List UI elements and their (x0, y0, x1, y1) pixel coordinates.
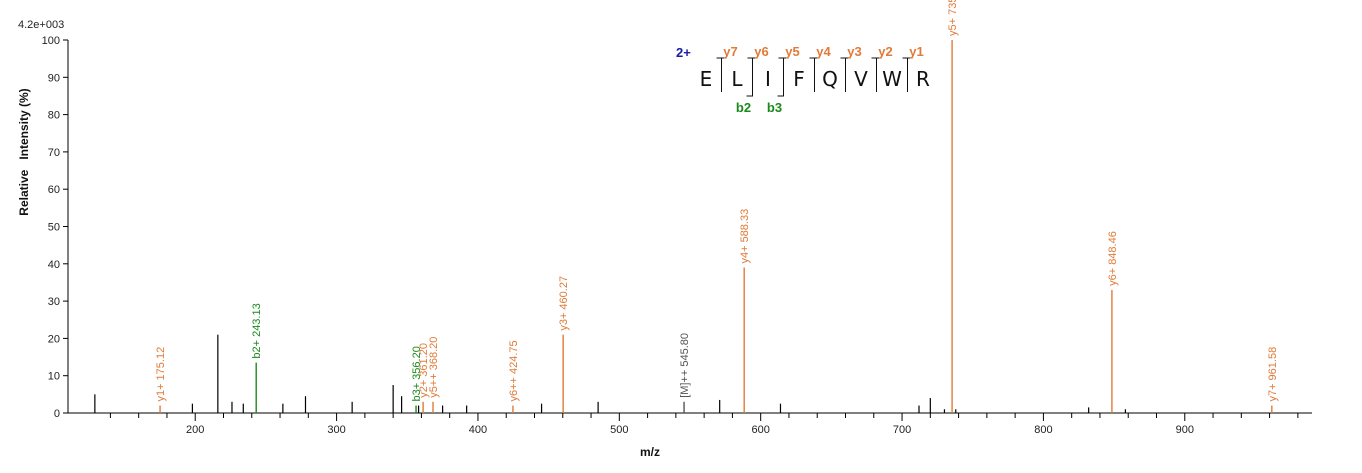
sequence-residue: F (793, 67, 805, 91)
intensity-scale-label: 4.2e+003 (18, 19, 64, 31)
unassigned-peaks (94, 334, 1127, 413)
y-ion-label: y2 (878, 44, 892, 59)
x-axis-title: m/z (640, 445, 660, 459)
y-ion-label: y5 (785, 44, 799, 59)
b-ion-bracket (777, 68, 784, 97)
x-tick-label: 300 (327, 424, 345, 436)
x-tick-label: 500 (610, 424, 628, 436)
x-tick-label: 600 (752, 424, 770, 436)
charge-label: 2+ (676, 45, 691, 60)
sequence-residue: V (854, 67, 868, 91)
sequence-residue: R (916, 67, 930, 91)
y-tick-label: 100 (42, 35, 60, 47)
y-tick-label: 80 (48, 110, 60, 122)
y-tick-label: 50 (48, 222, 60, 234)
peak-label: y6++ 424.75 (508, 340, 520, 401)
y-tick-label: 20 (48, 333, 60, 345)
sequence-fragment-map: 2+ E L I F Q V W Ry7 y6 y5 y4 y3 y2 y1 b2 b3 (676, 44, 930, 115)
y-ion-label: y6 (754, 44, 768, 59)
y-ion-bracket (871, 57, 882, 92)
y-ion-label: y7 (723, 44, 737, 59)
sequence-residue: I (765, 67, 771, 91)
sequence-residue: Q (822, 67, 838, 91)
peak-label: y6+ 848.46 (1107, 231, 1119, 286)
x-tick-label: 200 (186, 424, 204, 436)
x-tick-label: 900 (1176, 424, 1194, 436)
y-ion-bracket (809, 57, 820, 92)
x-tick-label: 400 (469, 424, 487, 436)
y-tick-label: 70 (48, 147, 60, 159)
b-ion-label: b2 (736, 100, 751, 115)
y-tick-label: 90 (48, 72, 60, 84)
x-axis: 200 300 400 500 600 700 800 900 (68, 412, 1312, 436)
y-ion-label: y3 (847, 44, 861, 59)
peak-label: y1+ 175.12 (155, 347, 167, 402)
y-axis-title: Relative Intensity (%) (17, 88, 31, 215)
sequence-residue: W (882, 67, 902, 91)
x-tick-label: 800 (1034, 424, 1052, 436)
y-ion-label: y4 (816, 44, 831, 59)
peak-label: y7+ 961.58 (1267, 347, 1279, 402)
peak-label: y3+ 460.27 (558, 276, 570, 331)
y-ion-bracket (840, 57, 851, 92)
y-tick-label: 40 (48, 259, 60, 271)
y-ion-bracket (716, 57, 727, 92)
b-ion-label: b3 (767, 100, 782, 115)
peak-label: y4+ 588.33 (739, 209, 751, 264)
sequence-residue: L (731, 67, 743, 91)
y-tick-label: 30 (48, 296, 60, 308)
peak-label: y5++ 368.20 (428, 337, 440, 398)
peak-label: b2+ 243.13 (251, 303, 263, 358)
peak-label: [M]++ 545.80 (679, 333, 691, 398)
peak-label: y2+ 361.20 (418, 343, 430, 398)
y-axis: 0 10 20 30 40 50 60 70 80 90 100 (42, 35, 69, 420)
sequence-residue: E (700, 67, 713, 91)
x-tick-label: 700 (893, 424, 911, 436)
y-ion-label: y1 (909, 44, 923, 59)
peak-label: y5+ 735.40 (947, 0, 959, 36)
y-tick-label: 60 (48, 184, 60, 196)
y-tick-label: 0 (54, 408, 60, 420)
peak-label: b3+ 356.20 (411, 346, 423, 401)
y-ion-bracket (902, 57, 913, 92)
b-ion-bracket (746, 68, 753, 97)
y-tick-label: 10 (48, 371, 60, 383)
